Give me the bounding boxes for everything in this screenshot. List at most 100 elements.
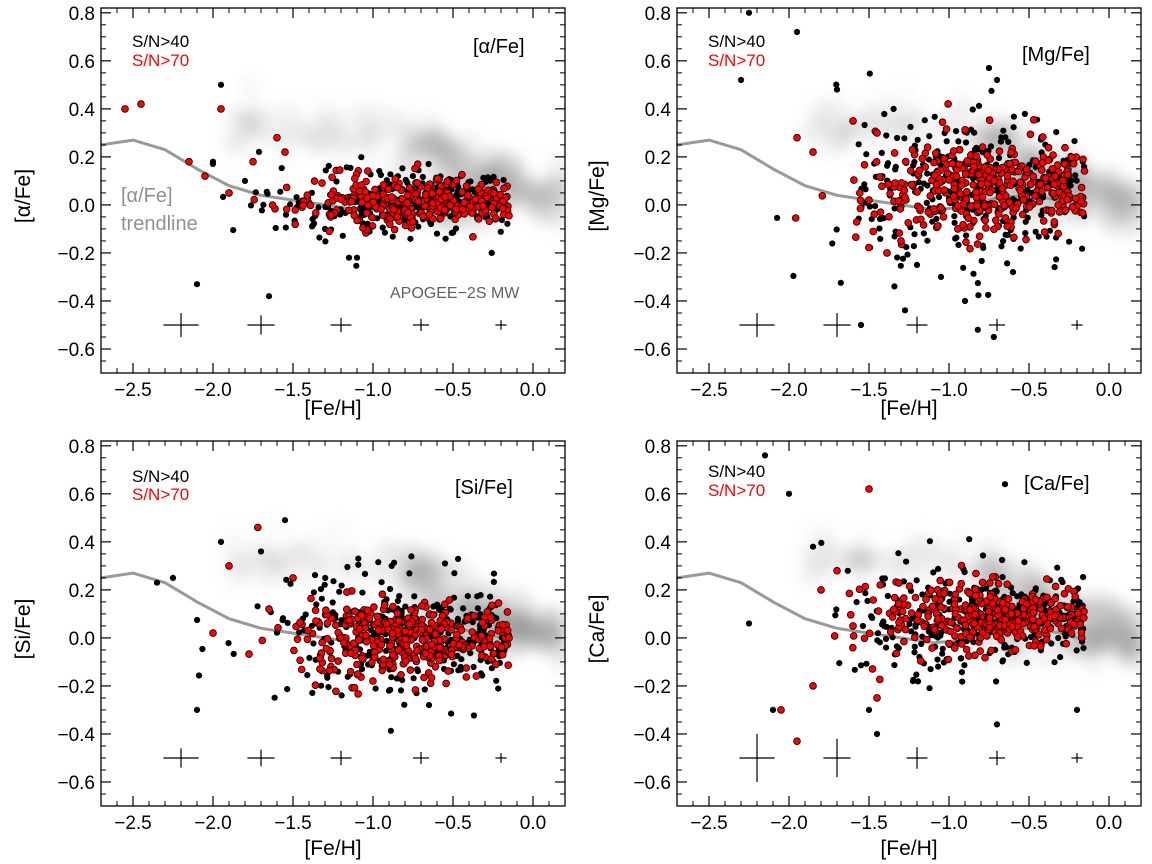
data-point: [969, 106, 976, 113]
data-point: [445, 596, 454, 604]
data-point: [945, 639, 953, 648]
data-point: [1056, 601, 1065, 610]
data-point: [306, 654, 313, 662]
data-point: [930, 158, 938, 167]
apogee-label: APOGEE−2S MW: [390, 285, 520, 302]
data-point: [928, 602, 937, 611]
data-point: [908, 145, 917, 154]
data-point: [346, 667, 355, 676]
data-point: [296, 656, 304, 665]
data-point: [833, 226, 840, 233]
y-tick-label: 0.2: [69, 148, 95, 169]
data-point: [494, 626, 503, 635]
data-point: [377, 171, 384, 178]
data-point: [975, 102, 983, 109]
data-point: [833, 566, 841, 575]
data-point: [413, 646, 421, 655]
y-tick-label: 0.8: [645, 4, 671, 25]
data-point: [1053, 256, 1060, 263]
data-point: [347, 164, 354, 171]
data-point: [836, 660, 843, 667]
data-point: [969, 181, 978, 189]
data-point: [316, 654, 324, 662]
data-point: [818, 539, 825, 547]
data-point: [985, 116, 994, 124]
density-blob: [396, 121, 425, 150]
data-point: [913, 577, 920, 584]
data-point: [274, 623, 282, 632]
data-point: [250, 195, 259, 204]
data-point: [381, 229, 388, 236]
y-tick-label: 0.4: [69, 533, 96, 554]
x-tick-label: −2.5: [690, 813, 728, 834]
data-point: [978, 143, 987, 151]
data-point: [498, 620, 507, 629]
data-point: [409, 218, 417, 226]
data-point: [1009, 590, 1016, 597]
data-point: [414, 197, 422, 206]
y-tick-label: 0.6: [645, 52, 671, 73]
data-point: [1072, 172, 1079, 179]
y-axis-label: [Ca/Fe]: [586, 595, 609, 664]
data-point: [284, 686, 291, 693]
x-tick-label: −2.5: [690, 380, 728, 401]
data-point: [907, 123, 914, 130]
data-point: [1051, 264, 1058, 271]
data-point: [390, 225, 399, 234]
data-point: [433, 230, 441, 237]
data-point: [451, 570, 458, 577]
data-point: [864, 243, 873, 252]
data-point: [436, 214, 445, 223]
data-point: [1080, 613, 1088, 622]
data-point: [265, 605, 273, 613]
data-point: [894, 134, 901, 142]
data-point: [891, 205, 898, 212]
data-point: [952, 172, 961, 181]
data-point: [447, 625, 456, 634]
data-point: [958, 669, 966, 676]
data-point: [934, 614, 942, 623]
data-point: [442, 235, 449, 242]
data-point: [385, 660, 394, 669]
error-cross: [413, 751, 429, 764]
data-point: [260, 201, 267, 208]
data-point: [353, 262, 360, 269]
data-point: [965, 633, 974, 642]
data-point: [446, 201, 455, 210]
data-point: [1021, 110, 1028, 117]
data-point: [472, 672, 481, 680]
data-point: [470, 663, 477, 671]
data-point: [488, 203, 496, 212]
x-tick-label: −2.0: [194, 380, 232, 401]
data-point: [410, 675, 417, 682]
data-point: [391, 175, 400, 183]
data-point: [397, 670, 405, 679]
y-tick-label: −0.4: [57, 292, 95, 313]
data-point: [790, 272, 797, 279]
data-point: [1051, 659, 1058, 666]
data-point: [391, 559, 398, 566]
data-point: [901, 157, 910, 166]
data-point: [415, 223, 422, 230]
data-point: [963, 157, 972, 165]
data-point: [209, 158, 217, 165]
data-point: [1029, 116, 1038, 124]
data-point: [1060, 589, 1069, 598]
data-point: [264, 190, 271, 197]
data-point: [387, 193, 396, 201]
data-point: [1035, 617, 1043, 626]
data-point: [872, 203, 879, 210]
data-point: [427, 673, 436, 682]
data-point: [468, 209, 476, 217]
data-point: [230, 227, 237, 234]
data-point: [1010, 124, 1017, 131]
data-point: [950, 185, 958, 193]
data-point: [866, 70, 873, 77]
data-point: [926, 538, 934, 545]
data-point: [849, 117, 857, 125]
data-point: [428, 199, 437, 207]
data-point: [281, 148, 289, 156]
data-point: [851, 233, 860, 242]
data-point: [1059, 176, 1067, 185]
data-point: [1031, 595, 1040, 604]
